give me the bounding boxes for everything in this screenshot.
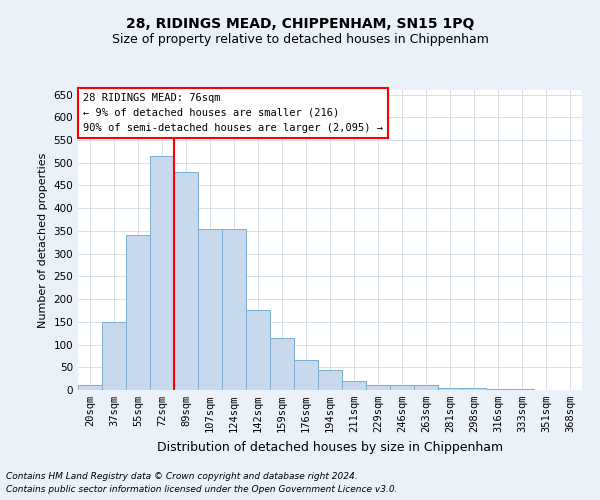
Bar [174, 172, 198, 390]
Text: 28, RIDINGS MEAD, CHIPPENHAM, SN15 1PQ: 28, RIDINGS MEAD, CHIPPENHAM, SN15 1PQ [126, 18, 474, 32]
Bar [246, 310, 270, 390]
Bar [270, 338, 294, 390]
Bar [102, 322, 126, 390]
Bar [366, 386, 390, 390]
Text: Contains public sector information licensed under the Open Government Licence v3: Contains public sector information licen… [6, 485, 398, 494]
Bar [486, 388, 510, 390]
Bar [462, 388, 486, 390]
Text: Size of property relative to detached houses in Chippenham: Size of property relative to detached ho… [112, 32, 488, 46]
Bar [150, 156, 174, 390]
Bar [390, 386, 414, 390]
Bar [414, 386, 438, 390]
Bar [78, 386, 102, 390]
Bar [126, 236, 150, 390]
Bar [510, 389, 534, 390]
Bar [222, 228, 246, 390]
X-axis label: Distribution of detached houses by size in Chippenham: Distribution of detached houses by size … [157, 440, 503, 454]
Bar [318, 370, 342, 390]
Bar [198, 228, 222, 390]
Text: Contains HM Land Registry data © Crown copyright and database right 2024.: Contains HM Land Registry data © Crown c… [6, 472, 358, 481]
Bar [294, 360, 318, 390]
Bar [438, 388, 462, 390]
Y-axis label: Number of detached properties: Number of detached properties [38, 152, 48, 328]
Bar [342, 381, 366, 390]
Text: 28 RIDINGS MEAD: 76sqm
← 9% of detached houses are smaller (216)
90% of semi-det: 28 RIDINGS MEAD: 76sqm ← 9% of detached … [83, 93, 383, 132]
